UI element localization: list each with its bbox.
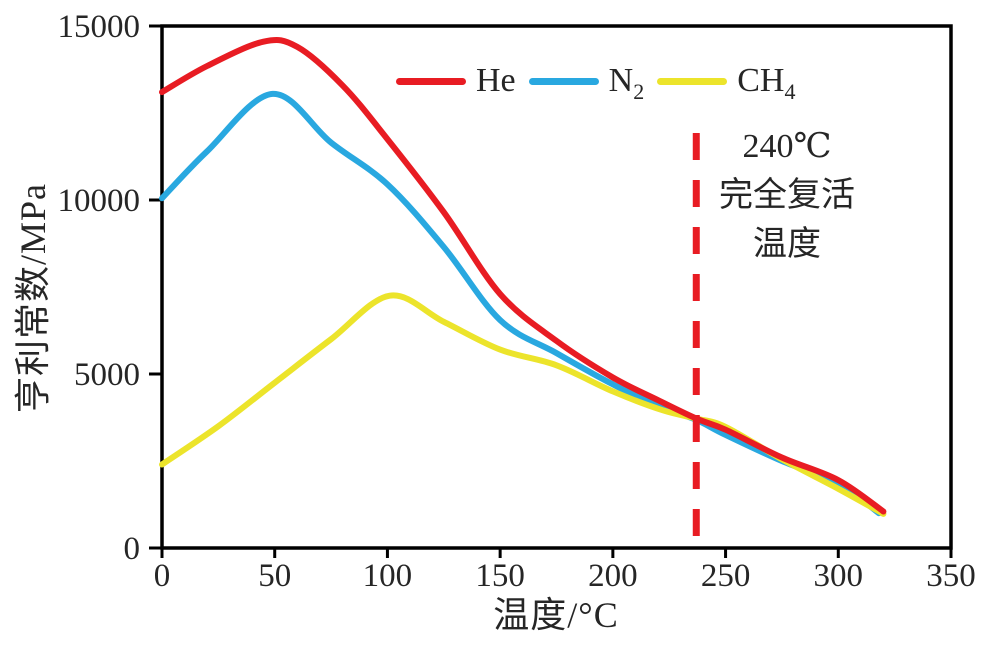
x-tick-label: 300: [814, 558, 864, 594]
y-axis-title: 亨利常数/MPa: [13, 182, 53, 414]
x-tick-label: 350: [926, 558, 976, 594]
legend-label-ch4: CH4: [737, 62, 796, 104]
legend-label-n2: N2: [608, 62, 645, 104]
annotation-text-line3: 温度: [753, 226, 821, 263]
y-tick-label: 5000: [74, 357, 140, 393]
annotation-text-line2: 完全复活: [719, 177, 855, 214]
y-tick-label: 10000: [58, 183, 141, 219]
legend-item-he: He: [396, 62, 516, 100]
legend-item-ch4: CH4: [657, 62, 796, 104]
x-tick-label: 50: [258, 558, 291, 594]
legend: He N2 CH4: [396, 60, 795, 102]
x-tick-label: 150: [475, 558, 525, 594]
reference-line-annotation: 240℃ 完全复活 温度: [700, 122, 874, 269]
y-tick-label: 15000: [58, 9, 141, 45]
x-tick-label: 0: [154, 558, 171, 594]
curve-ch4: [159, 292, 887, 517]
x-axis-title: 温度/°C: [493, 595, 619, 635]
ch4-line-swatch: [657, 77, 728, 85]
curve-he: [159, 37, 887, 515]
n2-line-swatch: [528, 77, 599, 85]
he-line-swatch: [396, 77, 466, 85]
x-tick-label: 200: [588, 558, 638, 594]
y-tick-label: 0: [124, 531, 141, 567]
plot-border: [160, 24, 953, 550]
annotation-temperature: 240℃: [742, 128, 832, 165]
legend-label-he: He: [476, 62, 516, 99]
x-tick-label: 100: [363, 558, 413, 594]
x-tick-label: 250: [701, 558, 751, 594]
curve-n2: [159, 90, 882, 517]
legend-item-n2: N2: [528, 62, 645, 104]
